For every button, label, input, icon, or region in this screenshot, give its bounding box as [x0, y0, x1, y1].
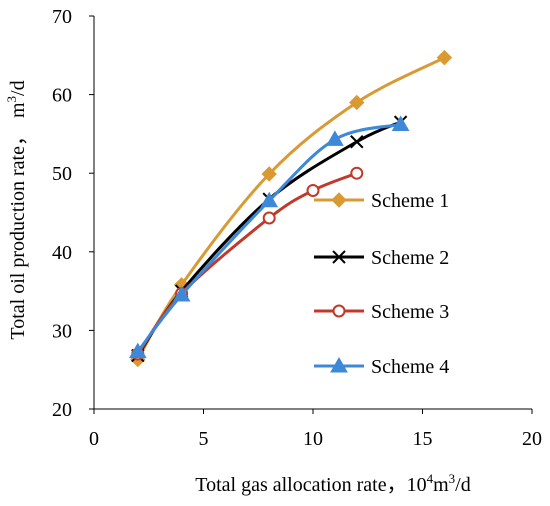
data-point	[306, 183, 320, 197]
y-tick-label: 60	[52, 85, 72, 107]
series-line	[136, 122, 401, 353]
series-4	[128, 115, 410, 359]
y-tick-label: 40	[52, 242, 72, 264]
legend-marker	[332, 304, 346, 318]
legend-label: Scheme 2	[371, 247, 449, 269]
x-tick-label: 20	[522, 428, 542, 450]
marker-stroke	[332, 250, 346, 264]
data-point	[172, 286, 191, 302]
data-point	[350, 166, 364, 180]
data-point	[260, 191, 279, 208]
legend-label: Scheme 4	[371, 356, 449, 378]
legend-marker	[331, 192, 347, 208]
legend-marker	[330, 356, 348, 373]
legend-label: Scheme 3	[371, 301, 449, 323]
data-point	[349, 94, 365, 111]
x-tick-label: 5	[199, 428, 209, 450]
series-line	[136, 120, 402, 357]
legend-label: Scheme 1	[371, 190, 449, 212]
series-2	[131, 115, 408, 363]
x-tick-label: 15	[413, 428, 433, 450]
data-point	[262, 211, 276, 225]
marker-stroke	[350, 135, 364, 149]
x-tick-label: 10	[303, 428, 323, 450]
data-point	[436, 49, 453, 66]
legend-item: Scheme 2	[314, 247, 449, 269]
x-tick-label: 0	[89, 428, 99, 450]
data-point	[350, 135, 364, 149]
legend-item: Scheme 3	[314, 301, 449, 323]
legend: Scheme 1 Scheme 2 Scheme 3 Scheme 4	[314, 190, 449, 378]
x-axis-title: Total gas allocation rate，104m3/d	[195, 471, 470, 496]
data-point	[128, 342, 147, 359]
y-tick-label: 50	[52, 163, 72, 185]
y-tick-label: 30	[52, 320, 72, 342]
legend-item: Scheme 1	[314, 190, 449, 212]
y-tick-label: 20	[52, 399, 72, 421]
data-point	[326, 130, 344, 146]
legend-item: Scheme 4	[314, 356, 449, 378]
legend-marker	[332, 250, 346, 264]
y-axis-title: Total oil production rate，m3/d	[4, 80, 29, 339]
data-point	[391, 115, 410, 131]
data-point	[261, 166, 277, 182]
y-tick-label: 70	[52, 6, 72, 28]
